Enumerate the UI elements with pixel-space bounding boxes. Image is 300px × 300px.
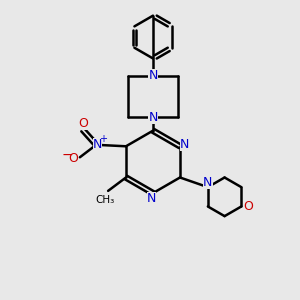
- Text: +: +: [99, 134, 107, 144]
- Text: −: −: [61, 148, 73, 162]
- Text: N: N: [147, 192, 156, 205]
- Text: N: N: [148, 111, 158, 124]
- Text: N: N: [203, 176, 212, 189]
- Text: O: O: [78, 118, 88, 130]
- Text: O: O: [243, 200, 253, 213]
- Text: O: O: [68, 152, 78, 165]
- Text: N: N: [180, 138, 189, 151]
- Text: CH₃: CH₃: [95, 195, 115, 205]
- Text: N: N: [148, 69, 158, 82]
- Text: N: N: [93, 138, 102, 151]
